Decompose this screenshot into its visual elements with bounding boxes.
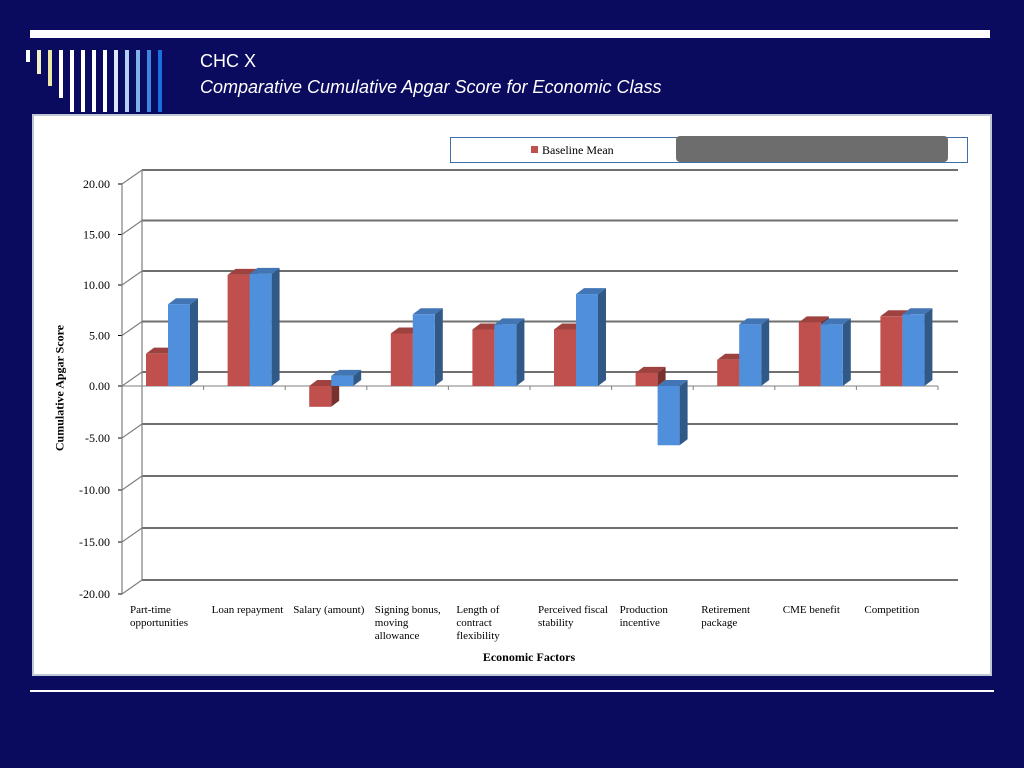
legend-label-baseline: Baseline Mean <box>542 143 614 157</box>
slide-title-line1: CHC X <box>200 51 257 71</box>
x-tick-label: Production incentive <box>619 604 668 629</box>
grid-depth-line <box>121 579 143 595</box>
y-tick-label: 5.00 <box>89 329 110 343</box>
legend-swatch-baseline <box>531 146 538 153</box>
bar-series-2-7 <box>657 380 688 446</box>
bar-series-2-5 <box>494 318 525 386</box>
decorative-stripes <box>26 50 162 112</box>
x-tick-label: Salary (amount) <box>293 604 365 616</box>
bar-series-2-8 <box>739 318 770 386</box>
slide-title-line2: Comparative Cumulative Apgar Score for E… <box>200 77 662 97</box>
y-tick-label: -20.00 <box>79 587 110 601</box>
y-tick-label: 15.00 <box>83 228 110 242</box>
grid-depth-line <box>121 371 143 387</box>
bar-series-2-10 <box>902 308 933 386</box>
x-tick-label: Length of contract flexibility <box>456 604 500 642</box>
bar-series-2-2 <box>249 267 280 386</box>
x-axis-title: Economic Factors <box>482 650 576 664</box>
bar-series-2-1 <box>168 298 198 386</box>
grid-depth-line <box>121 475 143 491</box>
x-tick-label: Loan repayment <box>211 604 284 616</box>
slide-title: CHC X Comparative Cumulative Apgar Score… <box>200 48 662 100</box>
y-tick-label: -10.00 <box>79 483 110 497</box>
x-tick-label: Part-time opportunities <box>130 604 189 629</box>
top-rule <box>30 30 990 38</box>
x-tick-label: Perceived fiscal stability <box>538 604 608 629</box>
grid-depth-line <box>121 169 143 185</box>
bar-chart: 20.00 15.00 10.00 5.00 0.00 -5.00 -10.00 -15.00… <box>79 169 958 601</box>
x-tick-label: Retirement package <box>701 604 751 629</box>
x-tick-label: Signing bonus, moving allowance <box>374 604 441 642</box>
grid-depth-line <box>121 220 143 235</box>
grid-depth-line <box>121 270 143 286</box>
bar-series-2-4 <box>412 308 443 386</box>
y-tick-label: 20.00 <box>83 177 110 191</box>
bar-series-2-6 <box>576 288 606 386</box>
legend-redaction <box>676 136 948 162</box>
x-tick-label: Competition <box>864 604 920 616</box>
y-tick-label: 10.00 <box>83 278 110 292</box>
legend: Baseline Mean <box>450 136 968 163</box>
grid-depth-line <box>121 321 143 336</box>
x-tick-label: CME benefit <box>782 604 840 616</box>
y-tick-label: 0.00 <box>89 379 110 393</box>
bar-series-2-9 <box>820 318 851 386</box>
y-tick-label: -15.00 <box>79 535 110 549</box>
legend-entry-baseline: Baseline Mean <box>531 143 614 158</box>
grid-depth-line <box>121 423 143 439</box>
grid-depth-line <box>121 527 143 543</box>
bar-series-2-3 <box>331 369 362 386</box>
bar-series-1-7 <box>635 366 666 386</box>
chart-panel: 20.00 15.00 10.00 5.00 0.00 -5.00 -10.00 -15.00… <box>32 114 992 676</box>
y-tick-label: -5.00 <box>85 431 110 445</box>
y-axis-title: Cumulative Apgar Score <box>52 324 67 452</box>
bottom-rule <box>30 690 994 692</box>
